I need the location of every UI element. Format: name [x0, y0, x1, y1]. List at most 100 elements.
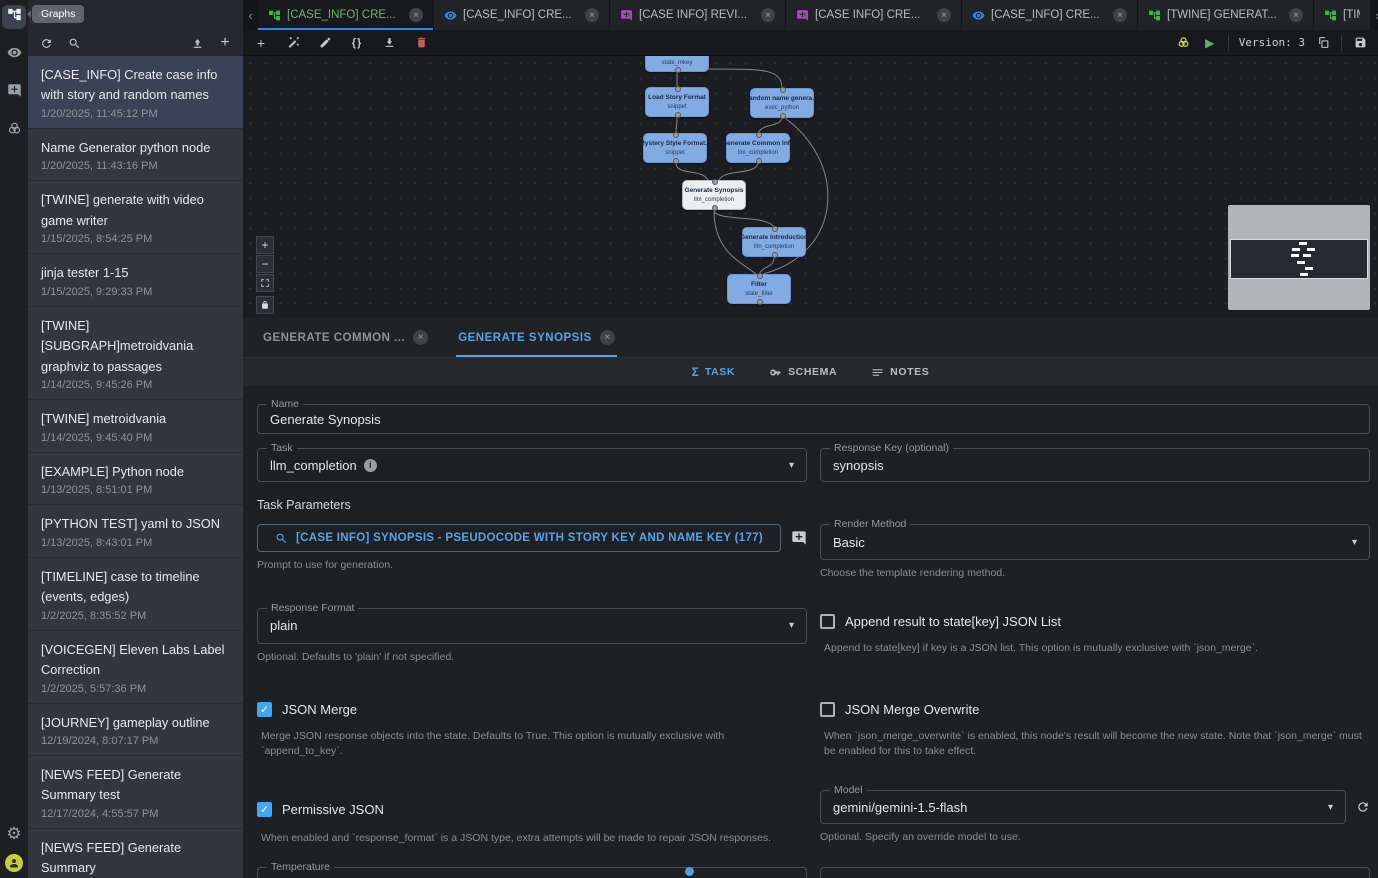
close-icon[interactable]: × — [761, 8, 775, 22]
edit-icon[interactable] — [317, 35, 333, 51]
user-avatar[interactable] — [5, 854, 23, 872]
close-icon[interactable]: × — [409, 8, 423, 22]
temperature-field[interactable]: Temperature 1.3 — [257, 860, 807, 878]
graph-node[interactable]: Load Story Format snippet — [645, 86, 709, 118]
close-icon[interactable]: × — [937, 8, 951, 22]
left-rail: ⚙ — [0, 0, 28, 878]
list-item[interactable]: [CASE_INFO] Create case info with story … — [28, 56, 243, 129]
editor-tab[interactable]: [CASE_INFO] CRE... × — [258, 0, 434, 30]
json-merge-overwrite-checkbox[interactable]: ✓ — [820, 701, 835, 717]
refresh-icon[interactable] — [38, 35, 54, 51]
add-node-button[interactable]: + — [256, 34, 266, 51]
zoom-in-button[interactable]: + — [256, 236, 274, 254]
search-icon[interactable] — [66, 35, 82, 51]
list-item[interactable]: [TWINE][SUBGRAPH]metroidvania graphviz t… — [28, 307, 243, 401]
close-icon[interactable]: × — [1289, 8, 1303, 22]
knot-icon[interactable] — [1176, 35, 1192, 51]
json-view-icon[interactable]: {} — [351, 36, 363, 49]
editor-tab[interactable]: [CASE INFO] CRE... × — [786, 0, 962, 30]
list-item[interactable]: [VOICEGEN] Eleven Labs Label Correction 1… — [28, 631, 243, 704]
tab-schema[interactable]: SCHEMA — [769, 366, 837, 379]
save-icon[interactable] — [1352, 35, 1368, 51]
prompt-picker-button[interactable]: [CASE INFO] SYNOPSIS - PSEUDOCODE WITH S… — [257, 524, 781, 552]
graph-canvas[interactable]: state_mkey Load Story Format snippet ran… — [243, 56, 1378, 318]
refresh-models-icon[interactable] — [1356, 800, 1370, 814]
run-button[interactable]: ▶ — [1205, 35, 1215, 50]
editor-tab[interactable]: [TWINE] GENERAT... × — [1138, 0, 1314, 30]
rail-item-review[interactable] — [2, 81, 26, 105]
rail-item-graphs[interactable] — [2, 5, 26, 29]
download-icon[interactable] — [381, 35, 397, 51]
rail-item-viewer[interactable] — [2, 43, 26, 67]
close-icon[interactable]: × — [599, 330, 615, 345]
tab-task[interactable]: Σ TASK — [691, 365, 736, 379]
minimap-node — [1297, 261, 1305, 264]
editor-tab[interactable]: [CASE INFO] REVI... × — [610, 0, 786, 30]
list-item[interactable]: [JOURNEY] gameplay outline 12/19/2024, 8:… — [28, 704, 243, 756]
node-config-panel: GENERATE COMMON ... × GENERATE SYNOPSIS … — [243, 318, 1378, 878]
chevron-down-icon: ▾ — [1327, 801, 1333, 813]
sidebar-header: Graphs Graphs — [26, 0, 243, 30]
info-icon[interactable]: i — [363, 458, 377, 472]
toolbar-divider — [1341, 34, 1342, 51]
task-select[interactable]: Task llm_completion i ▾ — [257, 442, 807, 482]
minimap-node — [1303, 254, 1311, 257]
graph-node[interactable]: state_mkey — [645, 56, 709, 73]
list-item[interactable]: [NEWS FEED] Generate Summary test 12/17/2… — [28, 756, 243, 829]
graph-edge — [758, 256, 775, 275]
response-format-select[interactable]: Response Format plain ▾ — [257, 601, 807, 644]
graph-node[interactable]: Mystery Style Format... snippet — [639, 132, 711, 164]
name-field[interactable]: Name Generate Synopsis — [257, 398, 1370, 434]
add-graph-button[interactable]: + — [220, 34, 230, 51]
append-to-key-checkbox[interactable]: ✓ — [820, 613, 835, 629]
graph-edge — [757, 115, 783, 134]
copy-icon[interactable] — [1315, 35, 1331, 51]
model-select[interactable]: Model gemini/gemini-1.5-flash ▾ — [820, 784, 1346, 824]
graph-node[interactable]: Generate Introduction llm_completion — [740, 226, 808, 258]
delete-icon[interactable] — [413, 35, 429, 51]
add-comment-icon[interactable] — [791, 530, 807, 546]
tabs-scroll-left[interactable]: ‹ — [248, 7, 253, 23]
fit-view-button[interactable] — [256, 274, 274, 292]
settings-gear-icon[interactable]: ⚙ — [6, 824, 22, 843]
graph-node[interactable]: Generate Common Info llm_completion — [722, 132, 794, 164]
permissive-json-checkbox[interactable]: ✓ — [257, 802, 272, 817]
auto-layout-icon[interactable] — [285, 35, 301, 51]
response-format-cell: Response Format plain ▾ Optional. Defaul… — [257, 601, 807, 666]
node-tab[interactable]: GENERATE SYNOPSIS × — [456, 318, 617, 357]
list-item[interactable]: [PYTHON TEST] yaml to JSON 1/13/2025, 8:4… — [28, 505, 243, 558]
minimap[interactable] — [1228, 205, 1370, 310]
rail-item-pipelines[interactable] — [2, 119, 26, 143]
close-icon[interactable]: × — [585, 8, 599, 22]
tab-notes[interactable]: NOTES — [871, 366, 929, 379]
editor-tab[interactable]: [CASE_INFO] CRE... × — [434, 0, 610, 30]
list-item[interactable]: [TWINE] generate with video game writer 1… — [28, 181, 243, 255]
lock-button[interactable] — [256, 296, 274, 314]
list-item[interactable]: [EXAMPLE] Python node 1/13/2025, 8:51:01 … — [28, 453, 243, 506]
list-item[interactable]: Name Generator python node 1/20/2025, 11:… — [28, 129, 243, 182]
graph-node[interactable]: Filter state_filter — [727, 273, 791, 305]
editor-tab[interactable]: [TIMELINE — [1314, 0, 1370, 30]
list-item[interactable]: [TWINE] metroidvania 1/14/2025, 9:45:40 P… — [28, 400, 243, 453]
graphs-tooltip: Graphs — [26, 5, 85, 23]
zoom-out-button[interactable]: − — [256, 255, 274, 273]
list-item[interactable]: jinja tester 1-15 1/15/2025, 9:29:33 PM — [28, 254, 243, 307]
list-item[interactable]: [TIMELINE] case to timeline (events, edg… — [28, 558, 243, 631]
section-switcher: Σ TASK SCHEMA NOTES — [243, 358, 1378, 386]
tabs-scroll-right[interactable]: › — [1370, 0, 1378, 30]
scroll-indicator[interactable] — [685, 867, 694, 876]
render-method-select[interactable]: Render Method Basic ▾ — [820, 518, 1370, 560]
list-item[interactable]: [NEWS FEED] Generate Summary12/17/2024, … — [28, 829, 243, 878]
json-merge-checkbox[interactable]: ✓ — [257, 701, 272, 717]
upload-icon[interactable] — [189, 35, 205, 51]
editor-tab[interactable]: [CASE_INFO] CRE... × — [962, 0, 1138, 30]
graph-icon — [7, 7, 22, 27]
close-icon[interactable]: × — [413, 330, 429, 345]
graph-node-selected[interactable]: Generate Synopsis llm_completion — [682, 179, 746, 211]
close-icon[interactable]: × — [1113, 8, 1127, 22]
node-tab[interactable]: GENERATE COMMON ... × — [261, 318, 430, 357]
graph-node[interactable]: random name genera... exec_python — [746, 87, 818, 119]
response-key-field[interactable]: Response Key (optional) synopsis — [820, 442, 1370, 482]
task-parameters-heading: Task Parameters — [257, 498, 351, 512]
seed-field[interactable]: Seed — [820, 866, 1370, 878]
